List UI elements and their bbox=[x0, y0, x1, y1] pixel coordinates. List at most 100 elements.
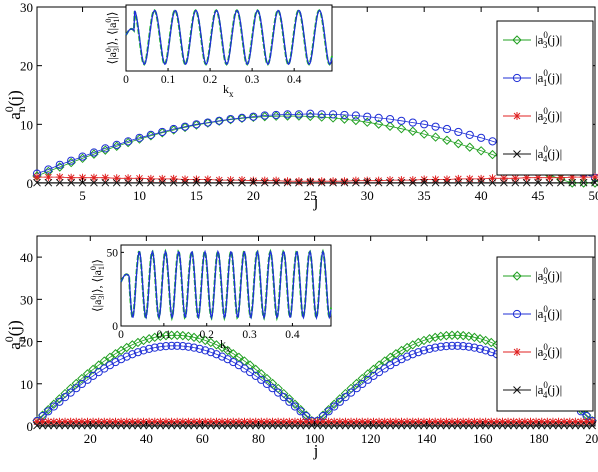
data-point bbox=[397, 178, 406, 187]
y-tick-label: 40 bbox=[20, 250, 33, 265]
data-point bbox=[83, 417, 92, 426]
data-point bbox=[78, 152, 87, 161]
data-point bbox=[184, 421, 193, 430]
data-point bbox=[351, 176, 360, 185]
data-point bbox=[72, 421, 81, 430]
data-point bbox=[279, 417, 288, 426]
data-point bbox=[211, 340, 222, 350]
y-tick-label: 10 bbox=[20, 117, 33, 132]
legend-marker bbox=[513, 386, 521, 394]
x-tick-label: 180 bbox=[529, 431, 549, 446]
data-point bbox=[554, 417, 563, 426]
data-point bbox=[89, 417, 98, 426]
data-point bbox=[112, 140, 121, 149]
data-point bbox=[470, 421, 479, 430]
data-point bbox=[272, 178, 280, 187]
data-point bbox=[234, 417, 243, 426]
inset-2: 0 0.1 0.2 0.3 0.4 0 50 kx ⟨|a03|⟩, ⟨|a01|⟩ bbox=[89, 244, 332, 354]
legend-frame bbox=[496, 256, 594, 412]
x-tick-label: 40 bbox=[475, 188, 488, 203]
data-point bbox=[543, 417, 552, 426]
data-point bbox=[396, 123, 407, 134]
data-point bbox=[268, 421, 277, 430]
data-point bbox=[251, 364, 261, 375]
data-point bbox=[44, 165, 53, 174]
data-point bbox=[317, 177, 326, 186]
data-point bbox=[61, 417, 70, 426]
data-point bbox=[169, 174, 178, 183]
data-point bbox=[414, 348, 423, 357]
data-point bbox=[144, 334, 154, 344]
legend-label: |a0 1(j)| bbox=[535, 304, 562, 324]
data-point bbox=[55, 421, 64, 430]
data-point bbox=[431, 343, 440, 352]
data-point bbox=[560, 421, 569, 430]
inset-y-tick-label: 50 bbox=[107, 247, 119, 259]
data-point bbox=[385, 121, 395, 131]
legend-label: |a0 2(j)| bbox=[535, 342, 562, 362]
data-point bbox=[55, 417, 64, 426]
data-point bbox=[238, 178, 246, 187]
data-point bbox=[55, 178, 64, 187]
data-point bbox=[214, 116, 224, 126]
data-point bbox=[330, 417, 339, 426]
data-point bbox=[248, 112, 259, 123]
data-point bbox=[436, 342, 445, 351]
data-point bbox=[509, 417, 518, 426]
data-point bbox=[352, 417, 361, 426]
data-point bbox=[431, 122, 440, 131]
data-point bbox=[89, 148, 99, 157]
data-point bbox=[480, 335, 491, 346]
data-point bbox=[161, 417, 170, 426]
data-point bbox=[386, 417, 395, 426]
data-point bbox=[442, 135, 452, 145]
data-point bbox=[203, 118, 213, 128]
data-point bbox=[237, 113, 247, 124]
data-point bbox=[454, 178, 463, 187]
data-point bbox=[66, 421, 75, 430]
data-point bbox=[554, 421, 563, 430]
data-point bbox=[167, 341, 176, 350]
series-2 bbox=[33, 417, 597, 426]
data-point bbox=[380, 421, 389, 430]
data-point bbox=[101, 178, 110, 187]
data-point bbox=[476, 417, 485, 426]
data-point bbox=[178, 342, 187, 351]
legend: |a0 3(j)| |a0 1(j)| |a0 2(j)| |a0 4(j)| bbox=[496, 256, 594, 412]
data-point bbox=[363, 112, 372, 121]
data-point bbox=[178, 330, 188, 341]
data-point bbox=[504, 421, 512, 430]
data-point bbox=[156, 417, 165, 426]
data-point bbox=[111, 417, 120, 426]
data-point bbox=[150, 343, 159, 352]
inset-x-tick-label: 0.3 bbox=[242, 329, 257, 341]
legend-marker bbox=[513, 112, 521, 120]
data-point bbox=[67, 173, 76, 182]
data-point bbox=[414, 417, 423, 426]
inset-x-tick-label: 0.1 bbox=[157, 329, 172, 341]
data-point bbox=[509, 421, 518, 430]
data-point bbox=[340, 177, 349, 186]
data-point bbox=[492, 417, 501, 426]
data-point bbox=[124, 174, 133, 183]
data-point bbox=[94, 421, 103, 430]
data-point bbox=[521, 421, 529, 430]
x-tick-label: 10 bbox=[133, 188, 146, 203]
x-tick-label: 200 bbox=[585, 431, 598, 446]
y-tick-label: 0 bbox=[27, 419, 34, 434]
data-point bbox=[346, 388, 356, 397]
data-point bbox=[397, 417, 406, 426]
data-point bbox=[352, 421, 361, 430]
data-point bbox=[424, 334, 435, 344]
data-point bbox=[150, 421, 159, 430]
data-point bbox=[290, 417, 299, 426]
data-point bbox=[453, 341, 462, 350]
x-tick-label: 60 bbox=[196, 431, 209, 446]
data-point bbox=[38, 421, 47, 430]
data-point bbox=[588, 417, 597, 426]
data-point bbox=[425, 344, 434, 353]
data-point bbox=[556, 178, 565, 187]
inset-y-axis-label: ⟨|a03|⟩, ⟨|a01|⟩ bbox=[89, 259, 106, 312]
data-point bbox=[162, 421, 170, 430]
data-point bbox=[330, 421, 339, 430]
